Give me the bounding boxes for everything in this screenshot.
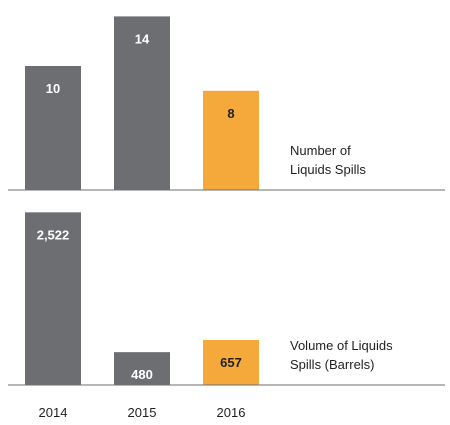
- bar: [203, 340, 259, 385]
- value-label: 2,522: [37, 227, 70, 242]
- bar: [203, 90, 259, 190]
- value-label: 657: [220, 355, 242, 370]
- bar: [114, 16, 170, 191]
- annotation: Number of: [290, 143, 351, 158]
- annotation: Liquids Spills: [290, 162, 366, 177]
- annotation: Spills (Barrels): [290, 357, 375, 372]
- value-label: 8: [227, 106, 234, 121]
- bar: [25, 66, 81, 190]
- annotation: Volume of Liquids: [290, 338, 393, 353]
- bar: [25, 212, 81, 385]
- bar: [114, 352, 170, 385]
- x-tick-label: 2015: [128, 405, 157, 420]
- value-label: 10: [46, 81, 60, 96]
- x-tick-label: 2014: [39, 405, 68, 420]
- x-tick-label: 2016: [217, 405, 246, 420]
- value-label: 480: [131, 367, 153, 382]
- value-label: 14: [135, 31, 150, 46]
